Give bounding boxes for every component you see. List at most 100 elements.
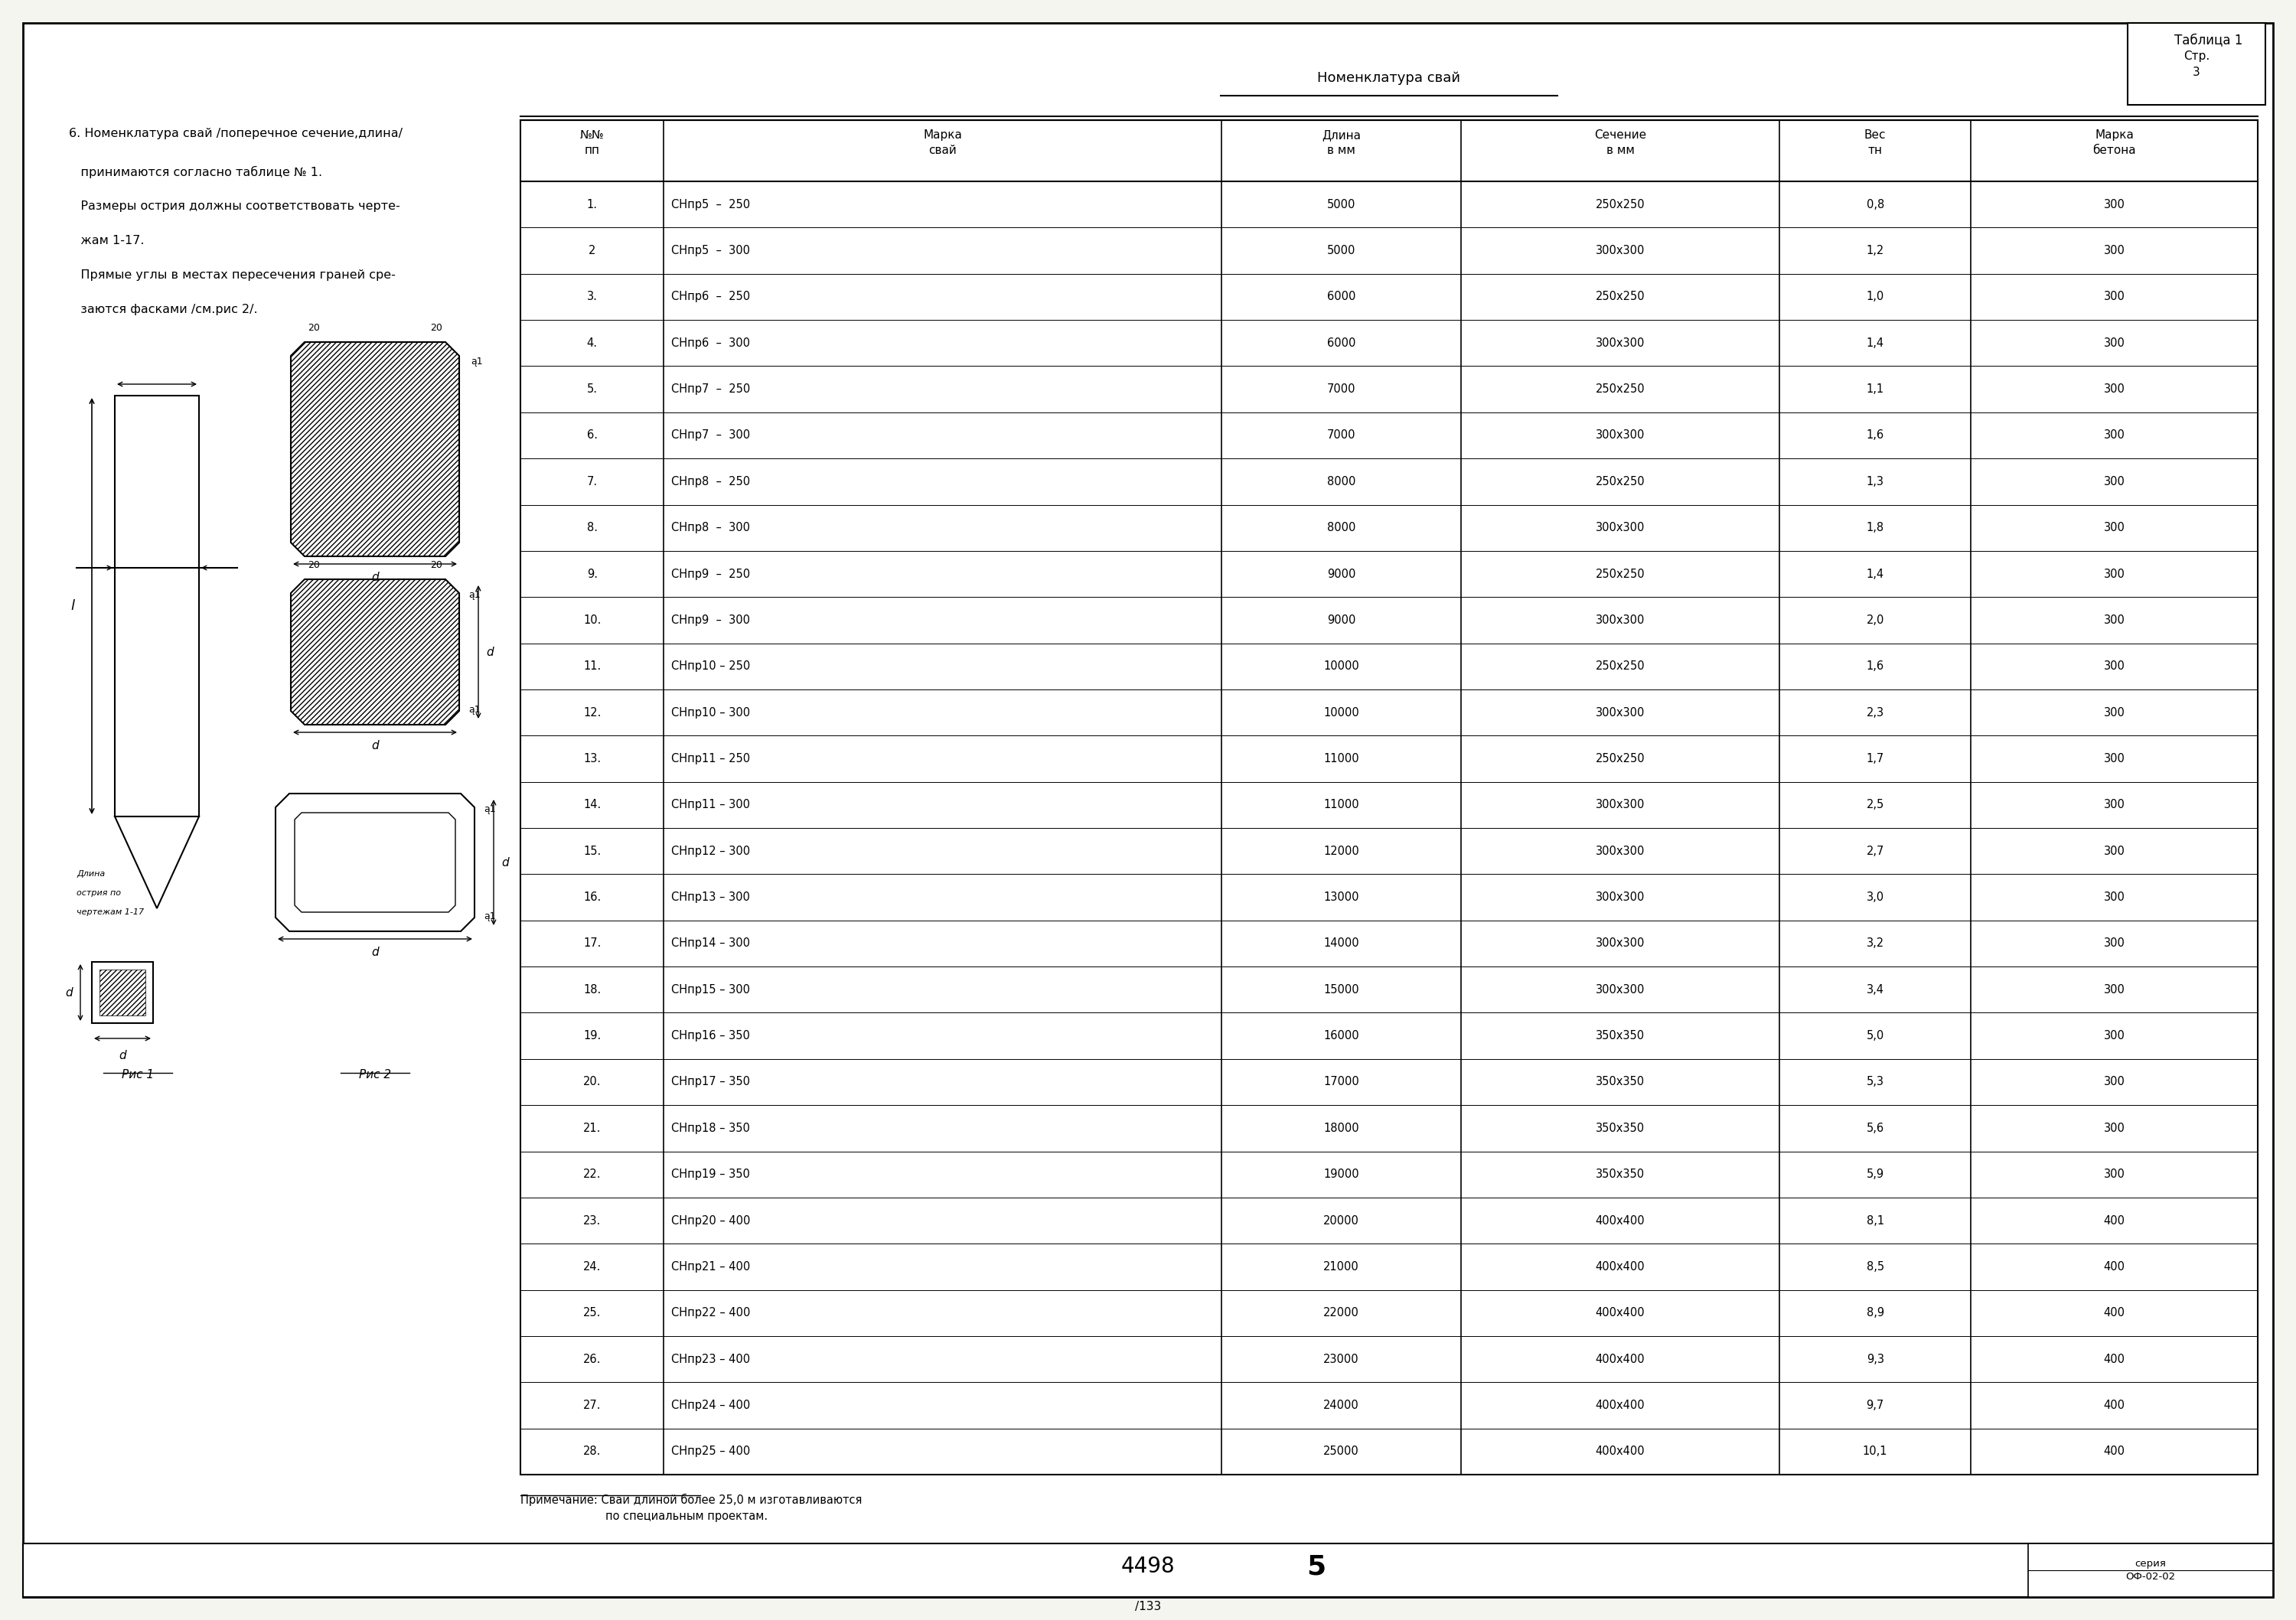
Text: СНпр23 – 400: СНпр23 – 400: [670, 1353, 751, 1366]
Text: СНпр9  –  250: СНпр9 – 250: [670, 569, 751, 580]
Polygon shape: [294, 813, 455, 912]
Text: СНпр24 – 400: СНпр24 – 400: [670, 1400, 751, 1411]
Text: СНпр10 – 300: СНпр10 – 300: [670, 706, 751, 718]
Text: 27.: 27.: [583, 1400, 602, 1411]
Text: 300: 300: [2103, 1076, 2126, 1087]
Text: 1,8: 1,8: [1867, 522, 1885, 533]
Text: 2: 2: [588, 245, 595, 256]
Text: 8000: 8000: [1327, 522, 1355, 533]
Text: 12000: 12000: [1322, 846, 1359, 857]
Text: Марка
свай: Марка свай: [923, 130, 962, 156]
Text: 400х400: 400х400: [1596, 1215, 1644, 1226]
Text: 300: 300: [2103, 569, 2126, 580]
Polygon shape: [292, 342, 459, 556]
Text: 22000: 22000: [1322, 1307, 1359, 1319]
Text: Стр.
3: Стр. 3: [2183, 50, 2209, 78]
Text: 21000: 21000: [1322, 1260, 1359, 1272]
Text: 400: 400: [2103, 1445, 2126, 1458]
Text: 400: 400: [2103, 1215, 2126, 1226]
Text: 20: 20: [308, 322, 319, 332]
Text: 5: 5: [1306, 1554, 1327, 1579]
Text: 20000: 20000: [1322, 1215, 1359, 1226]
Text: 8,9: 8,9: [1867, 1307, 1885, 1319]
Text: 400х400: 400х400: [1596, 1260, 1644, 1272]
Text: 20: 20: [429, 322, 443, 332]
Text: принимаются согласно таблице № 1.: принимаются согласно таблице № 1.: [69, 167, 321, 178]
Text: 300х300: 300х300: [1596, 337, 1644, 348]
Text: 250х250: 250х250: [1596, 384, 1644, 395]
Text: 250х250: 250х250: [1596, 569, 1644, 580]
Text: 300х300: 300х300: [1596, 706, 1644, 718]
Text: СНпр5  –  250: СНпр5 – 250: [670, 199, 751, 211]
Text: 3,2: 3,2: [1867, 938, 1885, 949]
Text: СНпр7  –  300: СНпр7 – 300: [670, 429, 751, 441]
Text: 8,1: 8,1: [1867, 1215, 1885, 1226]
Text: СНпр14 – 300: СНпр14 – 300: [670, 938, 751, 949]
Text: 2,3: 2,3: [1867, 706, 1885, 718]
Text: 300: 300: [2103, 753, 2126, 765]
Text: 24000: 24000: [1322, 1400, 1359, 1411]
Text: 250х250: 250х250: [1596, 661, 1644, 672]
Text: 24.: 24.: [583, 1260, 602, 1272]
FancyBboxPatch shape: [115, 395, 200, 816]
Text: СНпр6  –  300: СНпр6 – 300: [670, 337, 751, 348]
Text: СНпр8  –  300: СНпр8 – 300: [670, 522, 751, 533]
Text: 300: 300: [2103, 522, 2126, 533]
Text: 1,2: 1,2: [1867, 245, 1885, 256]
Text: 15.: 15.: [583, 846, 602, 857]
Text: острия по: острия по: [76, 889, 122, 897]
Text: Прямые углы в местах пересечения граней сре-: Прямые углы в местах пересечения граней …: [69, 269, 395, 280]
Text: Номенклатура свай: Номенклатура свай: [1318, 71, 1460, 84]
Text: 20: 20: [308, 561, 319, 570]
Text: 300х300: 300х300: [1596, 846, 1644, 857]
FancyBboxPatch shape: [23, 23, 2273, 1597]
Text: 9000: 9000: [1327, 569, 1355, 580]
Text: Размеры острия должны соответствовать черте-: Размеры острия должны соответствовать че…: [69, 201, 400, 212]
Text: 18.: 18.: [583, 983, 602, 995]
Text: жам 1-17.: жам 1-17.: [69, 235, 145, 246]
Text: 400: 400: [2103, 1307, 2126, 1319]
Text: 23000: 23000: [1322, 1353, 1359, 1366]
FancyBboxPatch shape: [2027, 1544, 2273, 1597]
Text: Сечение
в мм: Сечение в мм: [1593, 130, 1646, 156]
Text: СНпр16 – 350: СНпр16 – 350: [670, 1030, 751, 1042]
Text: 300х300: 300х300: [1596, 522, 1644, 533]
Text: СНпр10 – 250: СНпр10 – 250: [670, 661, 751, 672]
Text: 8,5: 8,5: [1867, 1260, 1885, 1272]
Text: СНпр21 – 400: СНпр21 – 400: [670, 1260, 751, 1272]
Text: ą1: ą1: [471, 356, 482, 366]
Text: 12.: 12.: [583, 706, 602, 718]
Text: 25.: 25.: [583, 1307, 602, 1319]
Text: СНпр8  –  250: СНпр8 – 250: [670, 476, 751, 488]
Text: СНпр18 – 350: СНпр18 – 350: [670, 1123, 751, 1134]
Text: 300х300: 300х300: [1596, 938, 1644, 949]
Text: 250х250: 250х250: [1596, 292, 1644, 303]
Text: d: d: [501, 857, 510, 868]
Text: d: d: [119, 1050, 126, 1061]
Text: 23.: 23.: [583, 1215, 602, 1226]
Text: 21.: 21.: [583, 1123, 602, 1134]
Text: 300: 300: [2103, 429, 2126, 441]
Text: 4498: 4498: [1120, 1555, 1176, 1578]
Text: 5000: 5000: [1327, 245, 1355, 256]
Text: 3.: 3.: [588, 292, 597, 303]
Text: 5,6: 5,6: [1867, 1123, 1885, 1134]
Text: 7.: 7.: [588, 476, 597, 488]
Text: 9.: 9.: [588, 569, 597, 580]
Text: 6000: 6000: [1327, 292, 1355, 303]
Text: СНпр13 – 300: СНпр13 – 300: [670, 891, 751, 902]
Text: 19000: 19000: [1322, 1168, 1359, 1179]
Text: СНпр20 – 400: СНпр20 – 400: [670, 1215, 751, 1226]
Text: 4.: 4.: [588, 337, 597, 348]
Text: 28.: 28.: [583, 1445, 602, 1458]
Text: 300: 300: [2103, 384, 2126, 395]
Text: 5000: 5000: [1327, 199, 1355, 211]
Text: 1,6: 1,6: [1867, 661, 1885, 672]
Text: 26.: 26.: [583, 1353, 602, 1366]
Text: 300х300: 300х300: [1596, 799, 1644, 810]
Text: 300: 300: [2103, 891, 2126, 902]
Text: Примечание: Сваи длиной более 25,0 м изготавливаются
                        по : Примечание: Сваи длиной более 25,0 м изг…: [521, 1494, 861, 1523]
Text: 300: 300: [2103, 476, 2126, 488]
Text: 300х300: 300х300: [1596, 983, 1644, 995]
Text: 9000: 9000: [1327, 614, 1355, 625]
